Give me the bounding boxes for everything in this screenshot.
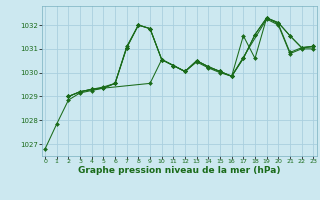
X-axis label: Graphe pression niveau de la mer (hPa): Graphe pression niveau de la mer (hPa) (78, 166, 280, 175)
